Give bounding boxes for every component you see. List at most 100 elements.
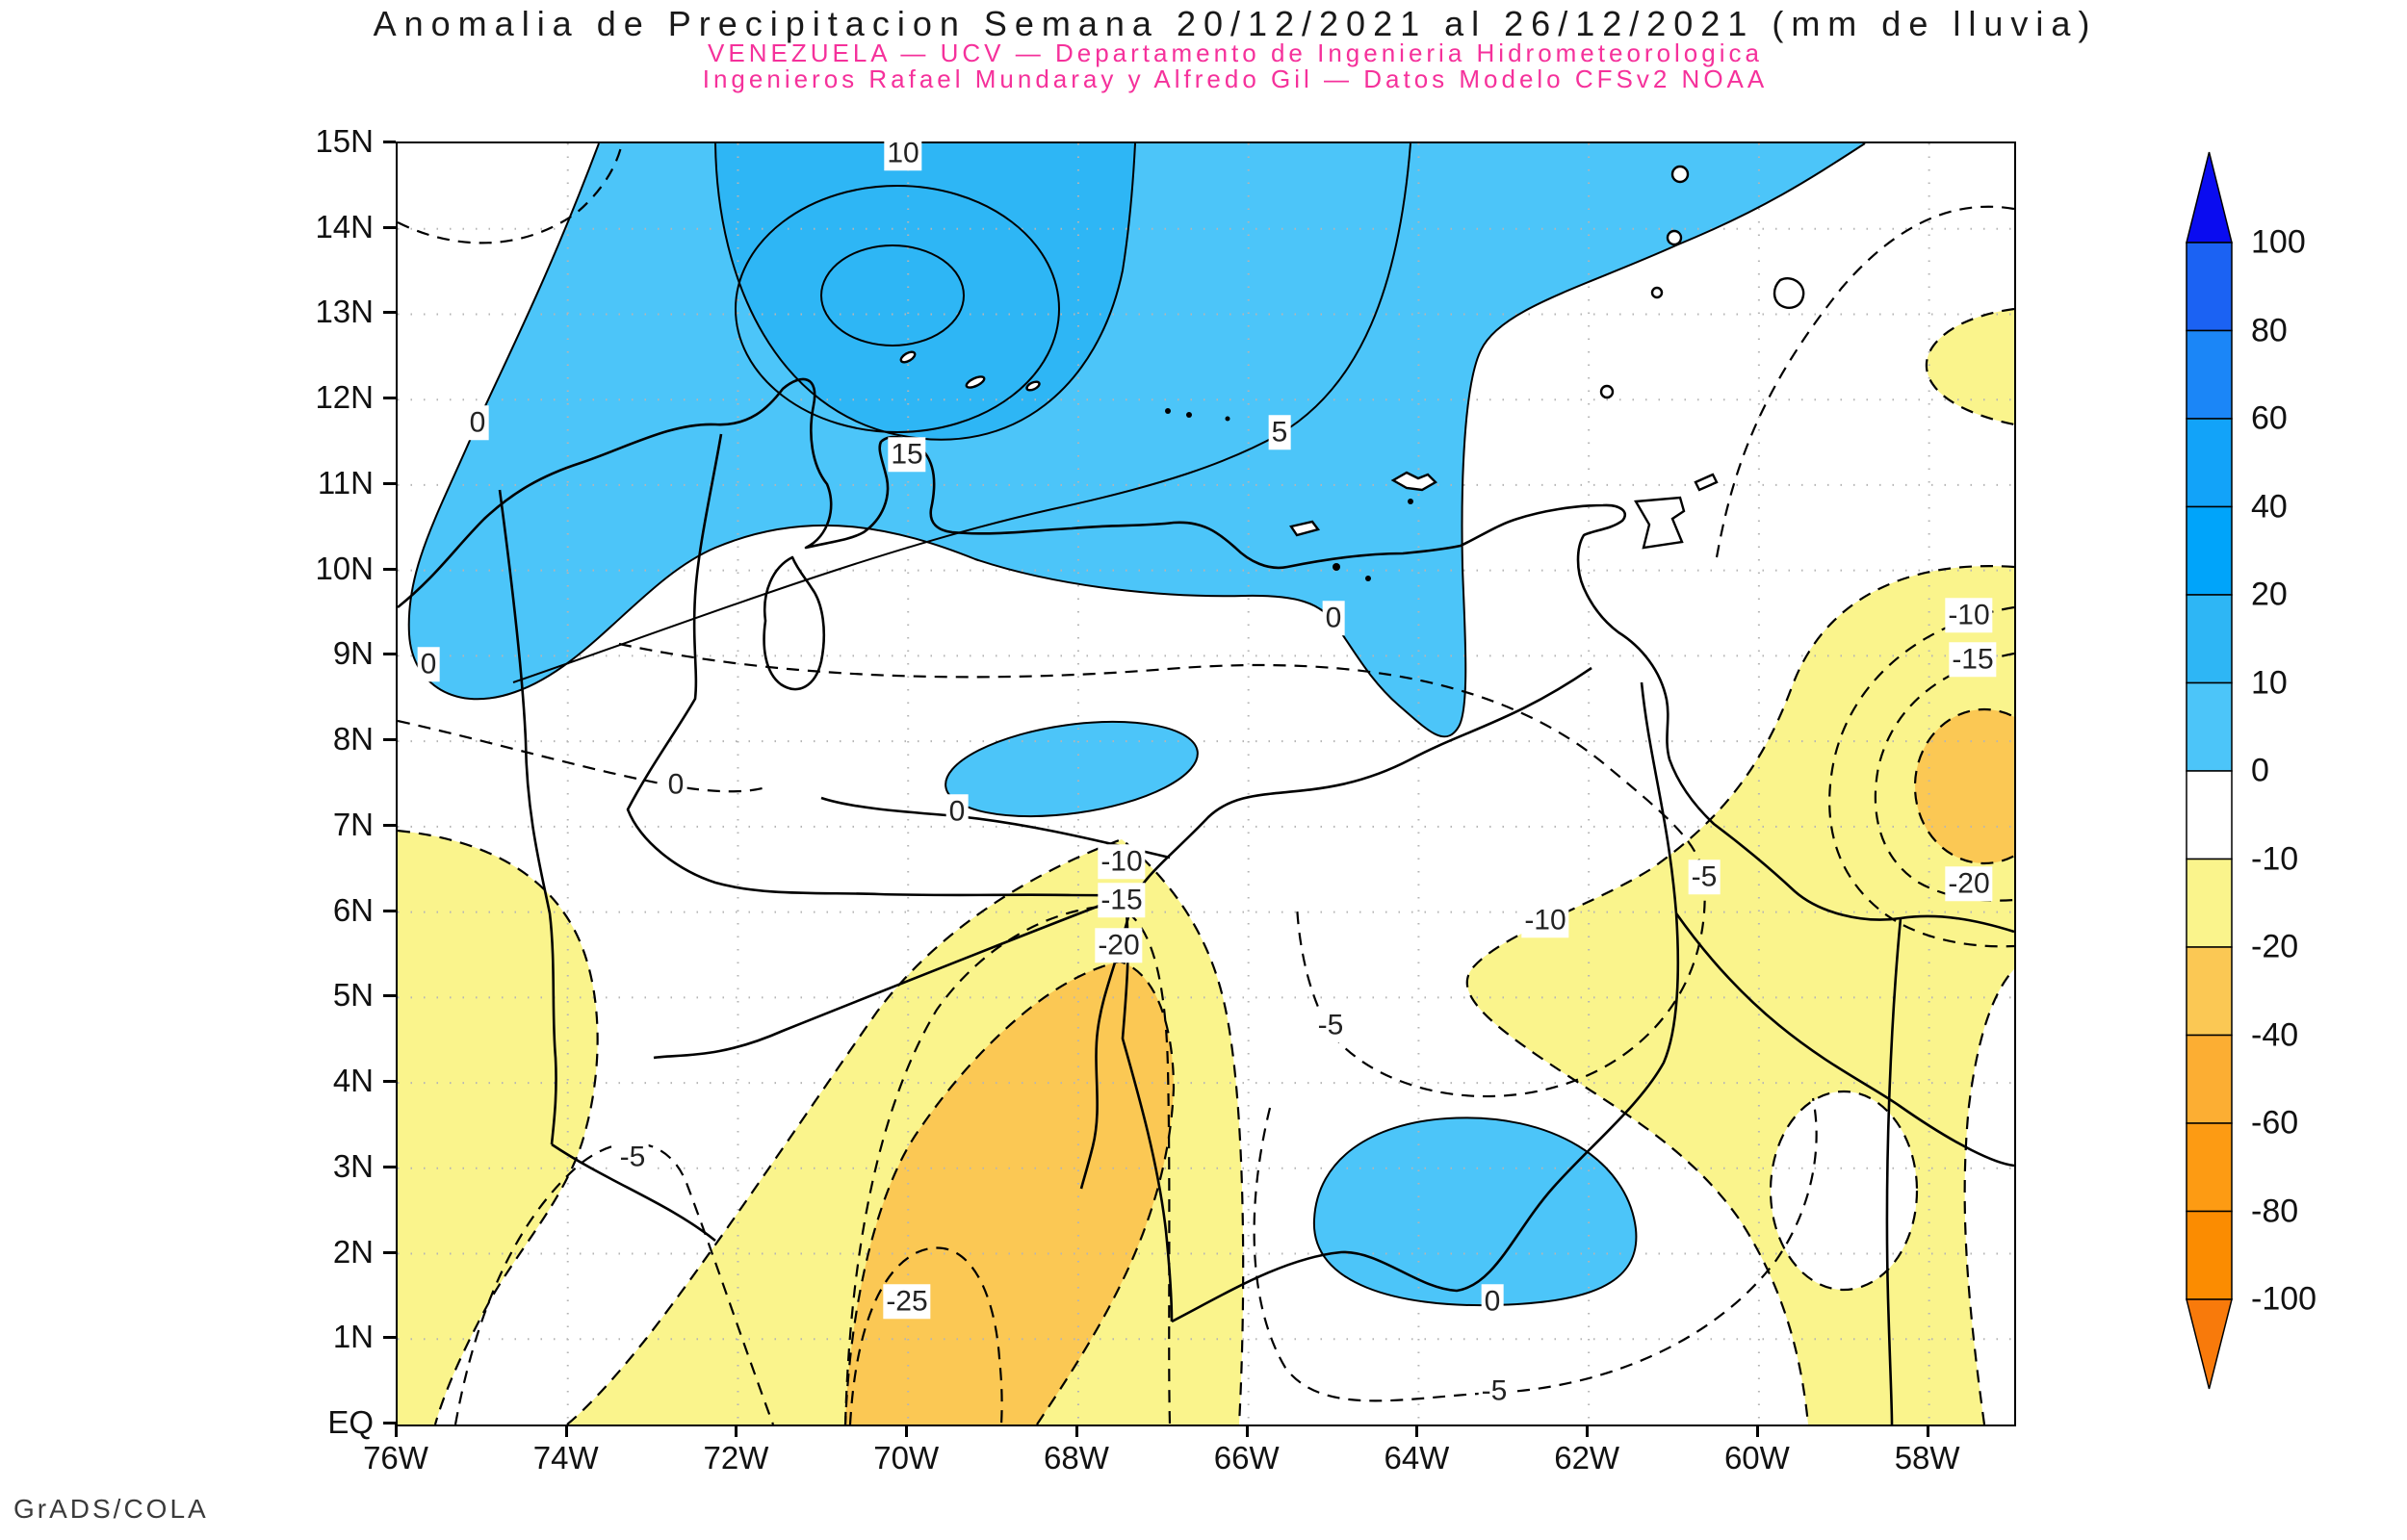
colorbar-segment	[2186, 770, 2233, 860]
colorbar-arrow-top	[2186, 151, 2233, 244]
lat-tick	[383, 994, 396, 998]
grads-credit: GrADS/COLA	[13, 1494, 209, 1524]
page-title: Anomalia de Precipitacion Semana 20/12/2…	[373, 4, 2098, 43]
island-tortuga	[1289, 520, 1321, 537]
contour-label--10: -10	[1521, 903, 1569, 937]
lat-label: 13N	[315, 294, 374, 330]
island-st-vincent	[1650, 286, 1664, 299]
contour-label--20: -20	[1945, 866, 1993, 901]
lat-label: 14N	[315, 208, 374, 244]
lon-tick	[1755, 1424, 1759, 1437]
island-st-lucia	[1666, 229, 1683, 246]
contour-label--20: -20	[1095, 928, 1143, 962]
colorbar-tick-label: -10	[2251, 840, 2299, 877]
guaviare-river	[551, 1142, 716, 1243]
colorbar-segment	[2186, 242, 2233, 332]
coastline-border-layer	[398, 165, 2014, 1424]
contour-label--5: -5	[1688, 860, 1721, 894]
lon-label: 70W	[873, 1440, 940, 1476]
lat-tick	[383, 567, 396, 571]
lat-tick	[383, 1336, 396, 1340]
colorbar-tick-label: 80	[2251, 312, 2288, 348]
colorbar-tick-label: 40	[2251, 488, 2288, 525]
contour-label--15: -15	[1098, 883, 1146, 917]
contour-label--5: -5	[1478, 1373, 1511, 1408]
colorbar-tick-label: -80	[2251, 1193, 2299, 1229]
contour-label-0: 0	[664, 767, 687, 802]
lat-tick	[383, 1080, 396, 1084]
lat-label: 10N	[315, 550, 374, 586]
island-bonaire	[1025, 380, 1041, 392]
lat-label: 8N	[332, 721, 374, 757]
meta-river-border	[653, 894, 1126, 1060]
colorbar-segment	[2186, 505, 2233, 596]
colorbar-segment	[2186, 594, 2233, 684]
orinoco-river	[1079, 666, 1592, 1190]
island-aruba	[899, 350, 917, 364]
lon-tick	[564, 1424, 568, 1437]
lat-label: 7N	[332, 806, 374, 842]
lon-label: 72W	[703, 1440, 769, 1476]
contour-label--5: -5	[1314, 1008, 1347, 1042]
islet-los-roques	[1165, 408, 1171, 414]
islet-blanquilla	[1333, 563, 1340, 571]
lon-tick	[905, 1424, 909, 1437]
lon-tick	[1074, 1424, 1078, 1437]
lat-tick	[383, 141, 396, 143]
lat-tick	[383, 311, 396, 315]
lake-maracaibo	[763, 555, 826, 691]
colorbar-tick-label: 100	[2251, 223, 2306, 261]
lon-label: 66W	[1213, 1440, 1280, 1476]
contour-label-10: 10	[884, 136, 922, 170]
subtitle-authors: Ingenieros Rafael Mundaray y Alfredo Gil…	[702, 64, 1769, 93]
map-plot-area: 10 0 15 5 0 0 -10 -15 0 0 -10 -15 -20 -5 -10 -20 -5 -5 -25…	[396, 136, 2016, 1426]
fill-layer	[398, 143, 2014, 1424]
colorbar-tick-label: 0	[2251, 752, 2269, 789]
island-martinique	[1670, 165, 1690, 184]
venezuela-guyana-border	[1640, 681, 1678, 914]
lat-label: 2N	[332, 1233, 374, 1270]
lat-label: 4N	[332, 1063, 374, 1099]
colorbar-segment	[2186, 418, 2233, 508]
lat-label: 6N	[332, 891, 374, 928]
island-coche	[1408, 499, 1413, 504]
island-barbados	[1773, 277, 1805, 309]
lon-label: 62W	[1554, 1440, 1620, 1476]
colorbar-arrow-bottom	[2186, 1298, 2233, 1390]
contour-label-0: 0	[417, 647, 440, 681]
contour-label-0: 0	[1481, 1284, 1504, 1319]
colorbar-tick-label: 10	[2251, 664, 2288, 701]
lat-label: 11N	[317, 464, 374, 500]
colorbar-segment	[2186, 1122, 2233, 1213]
lon-label: 58W	[1894, 1440, 1960, 1476]
lat-tick	[383, 1422, 396, 1424]
lat-label: 5N	[332, 977, 374, 1014]
essequibo-river	[1885, 917, 1902, 1424]
island-curacao	[965, 375, 986, 389]
island-trinidad	[1634, 496, 1686, 550]
island-margarita	[1390, 471, 1437, 492]
colorbar-tick-label: -100	[2251, 1280, 2317, 1318]
lat-tick	[383, 823, 396, 827]
lat-tick	[383, 397, 396, 400]
colorbar-segment	[2186, 1210, 2233, 1300]
magdalena-river	[498, 489, 557, 1145]
contour-label-5: 5	[1268, 415, 1291, 449]
lon-tick	[1926, 1424, 1929, 1437]
lat-tick	[383, 909, 396, 912]
contour-label--10: -10	[1945, 598, 1993, 632]
lat-label: 1N	[332, 1319, 374, 1355]
colorbar-segment	[2186, 681, 2233, 772]
colombia-venezuela-border	[626, 433, 1174, 1322]
caribbean-coastline	[398, 377, 2014, 934]
contour-map-canvas	[398, 143, 2014, 1424]
lon-label: 74W	[532, 1440, 599, 1476]
contour-label-0: 0	[466, 405, 489, 440]
lon-tick	[1415, 1424, 1419, 1437]
lat-tick	[383, 738, 396, 742]
lon-label: 60W	[1723, 1440, 1790, 1476]
colorbar-tick-label: -20	[2251, 928, 2299, 965]
lon-tick	[1586, 1424, 1590, 1437]
contour-label-0: 0	[1322, 601, 1345, 635]
lat-tick	[383, 1165, 396, 1168]
